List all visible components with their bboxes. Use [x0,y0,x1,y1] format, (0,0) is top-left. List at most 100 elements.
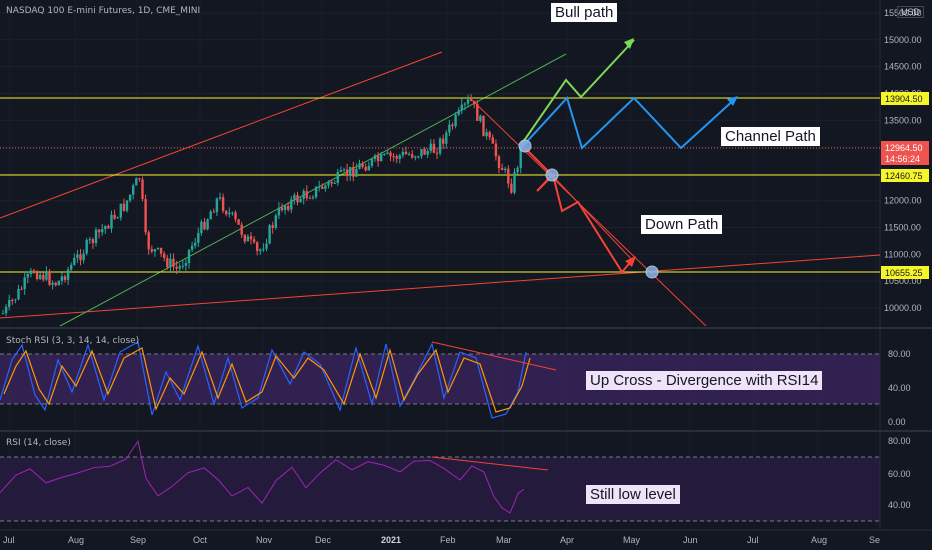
candle-body [76,254,79,258]
candle-body [497,156,501,168]
rsi-tick: 80.00 [888,436,911,446]
candle-body [215,198,219,213]
candle-body [101,229,104,233]
candle-body [299,198,302,203]
candle-body [60,276,64,281]
candle-body [352,166,355,177]
time-tick: Dec [315,535,332,545]
candle-body [491,137,494,144]
candle-body [218,197,222,199]
lower-channel-trendline[interactable] [0,254,881,319]
currency-label[interactable]: USD [896,6,924,18]
candle-body [249,236,253,240]
time-tick: 2021 [381,535,401,545]
candle-body [324,185,327,189]
candle-body [187,249,191,264]
candle-body [194,242,197,246]
candle-body [63,276,67,280]
candle-body [280,207,284,211]
rsi-series[interactable] [0,439,525,514]
candle-body [438,138,442,154]
candle-body [386,152,389,154]
candle-body [373,155,377,159]
candle-body [277,207,281,216]
bull-path-line[interactable] [520,39,635,146]
channel-path-label[interactable]: Channel Path [721,127,820,146]
candle-body [51,282,54,285]
candle-body [345,169,349,176]
green-support-trendline[interactable] [59,53,567,327]
candle-body [423,149,426,155]
stoch-note-label[interactable]: Up Cross - Divergence with RSI14 [586,371,823,390]
candle-body [274,215,277,228]
candle-body [349,166,352,176]
candle-body [268,225,271,244]
price-axis[interactable]: 15500.0015000.0014500.0014000.0013500.00… [884,8,922,510]
stoch-tick: 0.00 [888,417,906,427]
candle-body [395,156,398,159]
candle-body [42,274,45,280]
red-down-trendline[interactable] [471,99,707,327]
candle-body [175,266,178,269]
candle-body [259,249,262,252]
rsi-note-label[interactable]: Still low level [586,485,680,504]
down-path-arrow [551,174,635,263]
rsi-title[interactable]: RSI (14, close) [6,438,71,448]
upper-channel-trendline[interactable] [0,51,443,219]
pivot-marker[interactable] [518,139,532,153]
candle-body [296,195,299,203]
candle-body [17,288,20,300]
symbol-title[interactable]: NASDAQ 100 E-mini Futures, 1D, CME_MINI [6,6,201,16]
candlestick-series[interactable] [1,94,522,317]
price-tick: 14500.00 [884,62,922,72]
pivot-marker[interactable] [545,168,559,182]
price-tick: 10500.00 [884,276,922,286]
candle-body [128,194,132,201]
time-axis[interactable]: Jul Aug Sep Oct Nov Dec 2021 Feb Mar Apr May Jun Jul… [3,535,880,545]
candle-body [150,249,153,252]
time-tick: Jul [747,535,759,545]
candle-body [510,183,513,193]
candle-body [463,103,467,105]
candle-body [166,258,169,268]
price-tick: 11500.00 [884,223,921,233]
svg-text:14:56:24: 14:56:24 [885,154,920,164]
rsi-divergence-line[interactable] [431,456,549,471]
down-path-label[interactable]: Down Path [641,215,723,234]
candle-body [432,143,436,153]
channel-path-line[interactable] [520,96,737,150]
candle-body [392,156,395,158]
stoch-divergence-line[interactable] [431,341,557,371]
candle-body [327,181,330,186]
candle-body [107,225,110,229]
candle-body [330,181,333,184]
candle-body [132,185,135,195]
candle-body [513,172,516,193]
candle-body [26,274,29,278]
candle-body [23,277,26,290]
candle-body [519,147,522,168]
candle-body [144,199,147,233]
candle-body [516,167,519,173]
candle-body [190,245,194,250]
candle-body [442,138,445,144]
candle-body [91,239,95,244]
candle-body [237,219,240,225]
stoch-rsi-series[interactable] [0,341,531,419]
stoch-rsi-title[interactable]: Stoch RSI (3, 3, 14, 14, close) [6,336,140,346]
candle-body [401,151,405,156]
candle-body [287,205,290,210]
pivot-marker[interactable] [645,265,659,279]
bull-path-label[interactable]: Bull path [551,3,618,22]
candle-body [265,243,268,249]
candle-body [504,168,507,171]
candle-body [414,156,417,158]
candle-body [407,154,411,156]
candle-body [122,203,126,211]
rsi-band-fill [0,457,880,521]
candle-body [451,124,454,127]
candle-body [172,258,175,267]
candle-body [479,115,482,121]
candle-body [57,280,60,286]
